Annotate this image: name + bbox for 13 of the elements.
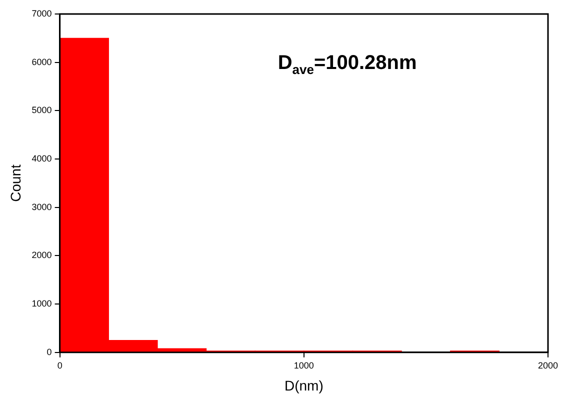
y-axis-title: Count [7,164,24,202]
y-tick-label: 5000 [32,105,52,116]
y-tick-label: 4000 [32,154,52,164]
y-tick-label: 3000 [32,202,52,212]
y-tick-label: 0 [46,346,52,357]
x-tick-label: 0 [57,360,62,370]
x-tick-label: 2000 [538,360,558,370]
y-tick-label: 1000 [32,298,52,309]
y-tick-label: 7000 [32,8,52,18]
y-tick-label: 2000 [32,250,52,260]
y-tick-label: 6000 [32,56,52,67]
x-tick-label: 1000 [294,360,314,370]
x-axis-title: D(nm) [284,377,324,394]
